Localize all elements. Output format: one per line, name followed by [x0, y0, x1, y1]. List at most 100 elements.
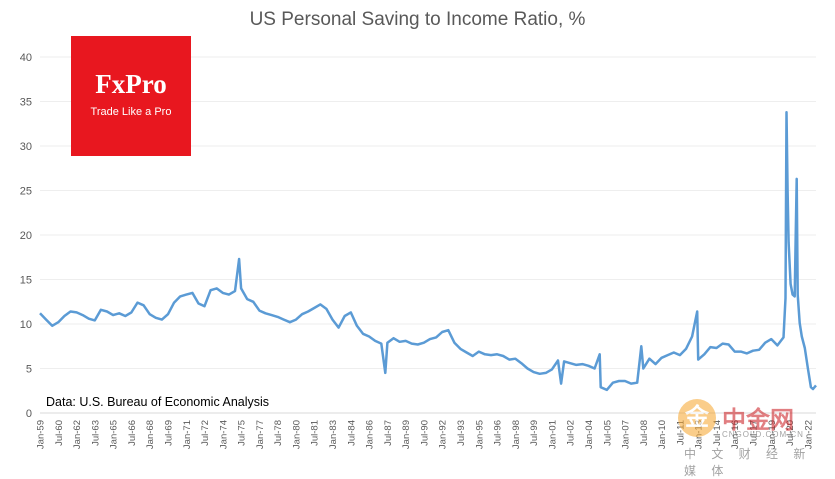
x-tick-label: Jan-80	[291, 420, 302, 449]
x-tick-label: Jan-77	[255, 420, 266, 449]
x-tick-label: Jul-05	[602, 420, 613, 446]
cngold-watermark: 金 中金网 CNGOLD.COM.CN 中 文 财 经 新 媒 体	[672, 396, 832, 478]
x-tick-label: Jul-96	[493, 420, 504, 446]
y-tick-label: 0	[26, 408, 32, 420]
x-tick-label: Jan-86	[365, 420, 376, 449]
x-tick: Jan-22	[803, 420, 814, 449]
y-tick-label: 5	[26, 364, 32, 376]
fxpro-logo: FxPro Trade Like a Pro	[71, 36, 191, 156]
x-tick: Jul-99	[529, 420, 540, 446]
y-tick-label: 40	[20, 52, 32, 64]
y-tick-label: 20	[20, 230, 32, 242]
x-axis-ticks: Jan-59 Jul-60 Jan-62 Jul-63 Jan-65 Jul-66 Jan-…	[36, 420, 815, 449]
x-tick-label: Jan-10	[657, 420, 668, 449]
x-tick: Jan-07	[621, 420, 632, 449]
x-tick: Jan-71	[182, 420, 193, 449]
x-tick: Jul-72	[200, 420, 211, 446]
source-note: Data: U.S. Bureau of Economic Analysis	[46, 395, 270, 409]
x-tick: Jul-14	[712, 420, 723, 446]
x-tick-label: Jul-72	[200, 420, 211, 446]
x-tick-label: Jan-95	[474, 420, 485, 449]
x-tick: Jan-92	[438, 420, 449, 449]
x-tick-label: Jan-16	[730, 420, 741, 449]
x-tick-label: Jan-71	[182, 420, 193, 449]
y-tick-label: 30	[20, 141, 32, 153]
x-tick: Jan-80	[291, 420, 302, 449]
x-tick-label: Jan-98	[511, 420, 522, 449]
x-tick-label: Jul-84	[346, 420, 357, 446]
x-tick: Jan-86	[365, 420, 376, 449]
series-line-0	[39, 110, 817, 392]
x-tick: Jan-77	[255, 420, 266, 449]
x-tick-label: Jan-04	[584, 420, 595, 449]
x-tick-label: Jan-89	[401, 420, 412, 449]
watermark-subtitle: 中 文 财 经 新 媒 体	[684, 447, 812, 478]
x-tick-label: Jul-02	[566, 420, 577, 446]
x-tick: Jul-90	[419, 420, 430, 446]
x-tick-label: Jan-01	[547, 420, 558, 449]
x-tick-label: Jul-66	[127, 420, 138, 446]
x-tick-label: Jul-69	[163, 420, 174, 446]
series-layer	[39, 110, 817, 392]
x-tick: Jan-98	[511, 420, 522, 449]
x-tick: Jan-65	[109, 420, 120, 449]
x-tick: Jul-02	[566, 420, 577, 446]
y-tick-label: 15	[20, 275, 32, 287]
x-tick-label: Jul-78	[273, 420, 284, 446]
x-tick: Jul-78	[273, 420, 284, 446]
x-tick: Jan-16	[730, 420, 741, 449]
y-tick-label: 25	[20, 186, 32, 198]
x-tick: Jul-96	[493, 420, 504, 446]
chart-title: US Personal Saving to Income Ratio, %	[249, 9, 586, 30]
x-tick-label: Jul-93	[456, 420, 467, 446]
x-tick: Jan-59	[36, 420, 47, 449]
x-tick-label: Jan-19	[767, 420, 778, 449]
x-tick-label: Jan-83	[328, 420, 339, 449]
x-tick: Jul-05	[602, 420, 613, 446]
x-tick-label: Jan-22	[803, 420, 814, 449]
x-tick: Jan-74	[218, 420, 229, 449]
x-tick-label: Jul-75	[237, 420, 248, 446]
x-tick-label: Jan-07	[621, 420, 632, 449]
x-tick: Jul-63	[90, 420, 101, 446]
y-tick-label: 10	[20, 319, 32, 331]
x-tick: Jul-84	[346, 420, 357, 446]
logo-name: FxPro	[95, 69, 167, 99]
y-tick-label: 35	[20, 97, 32, 109]
x-tick: Jan-95	[474, 420, 485, 449]
coin-icon: 金	[678, 399, 716, 437]
y-axis-ticks: 0 5 10 15 20 25 30 35 40	[20, 52, 32, 420]
x-tick: Jul-81	[310, 420, 321, 446]
x-tick-label: Jan-74	[218, 420, 229, 449]
x-tick: Jul-60	[54, 420, 65, 446]
x-tick-label: Jul-63	[90, 420, 101, 446]
x-tick-label: Jul-14	[712, 420, 723, 446]
x-tick: Jul-20	[785, 420, 796, 446]
x-tick: Jan-04	[584, 420, 595, 449]
x-tick: Jan-89	[401, 420, 412, 449]
x-tick-label: Jul-60	[54, 420, 65, 446]
x-tick: Jul-87	[383, 420, 394, 446]
x-tick-label: Jul-87	[383, 420, 394, 446]
x-tick-label: Jul-11	[675, 420, 686, 445]
x-tick-label: Jan-65	[109, 420, 120, 449]
x-tick-label: Jul-90	[419, 420, 430, 446]
x-tick-label: Jan-92	[438, 420, 449, 449]
x-tick: Jul-93	[456, 420, 467, 446]
x-tick: Jul-69	[163, 420, 174, 446]
x-tick: Jan-10	[657, 420, 668, 449]
x-tick: Jul-75	[237, 420, 248, 446]
x-tick: Jul-11	[675, 420, 686, 445]
x-tick: Jul-66	[127, 420, 138, 446]
x-tick: Jan-19	[767, 420, 778, 449]
x-tick-label: Jul-99	[529, 420, 540, 446]
x-tick: Jan-62	[72, 420, 83, 449]
x-tick: Jan-68	[145, 420, 156, 449]
watermark-name: 中金网	[722, 407, 794, 434]
x-tick-label: Jan-59	[36, 420, 47, 449]
x-tick: Jan-01	[547, 420, 558, 449]
x-tick: Jul-17	[749, 420, 760, 446]
x-tick-label: Jul-08	[639, 420, 650, 446]
x-tick-label: Jul-20	[785, 420, 796, 446]
